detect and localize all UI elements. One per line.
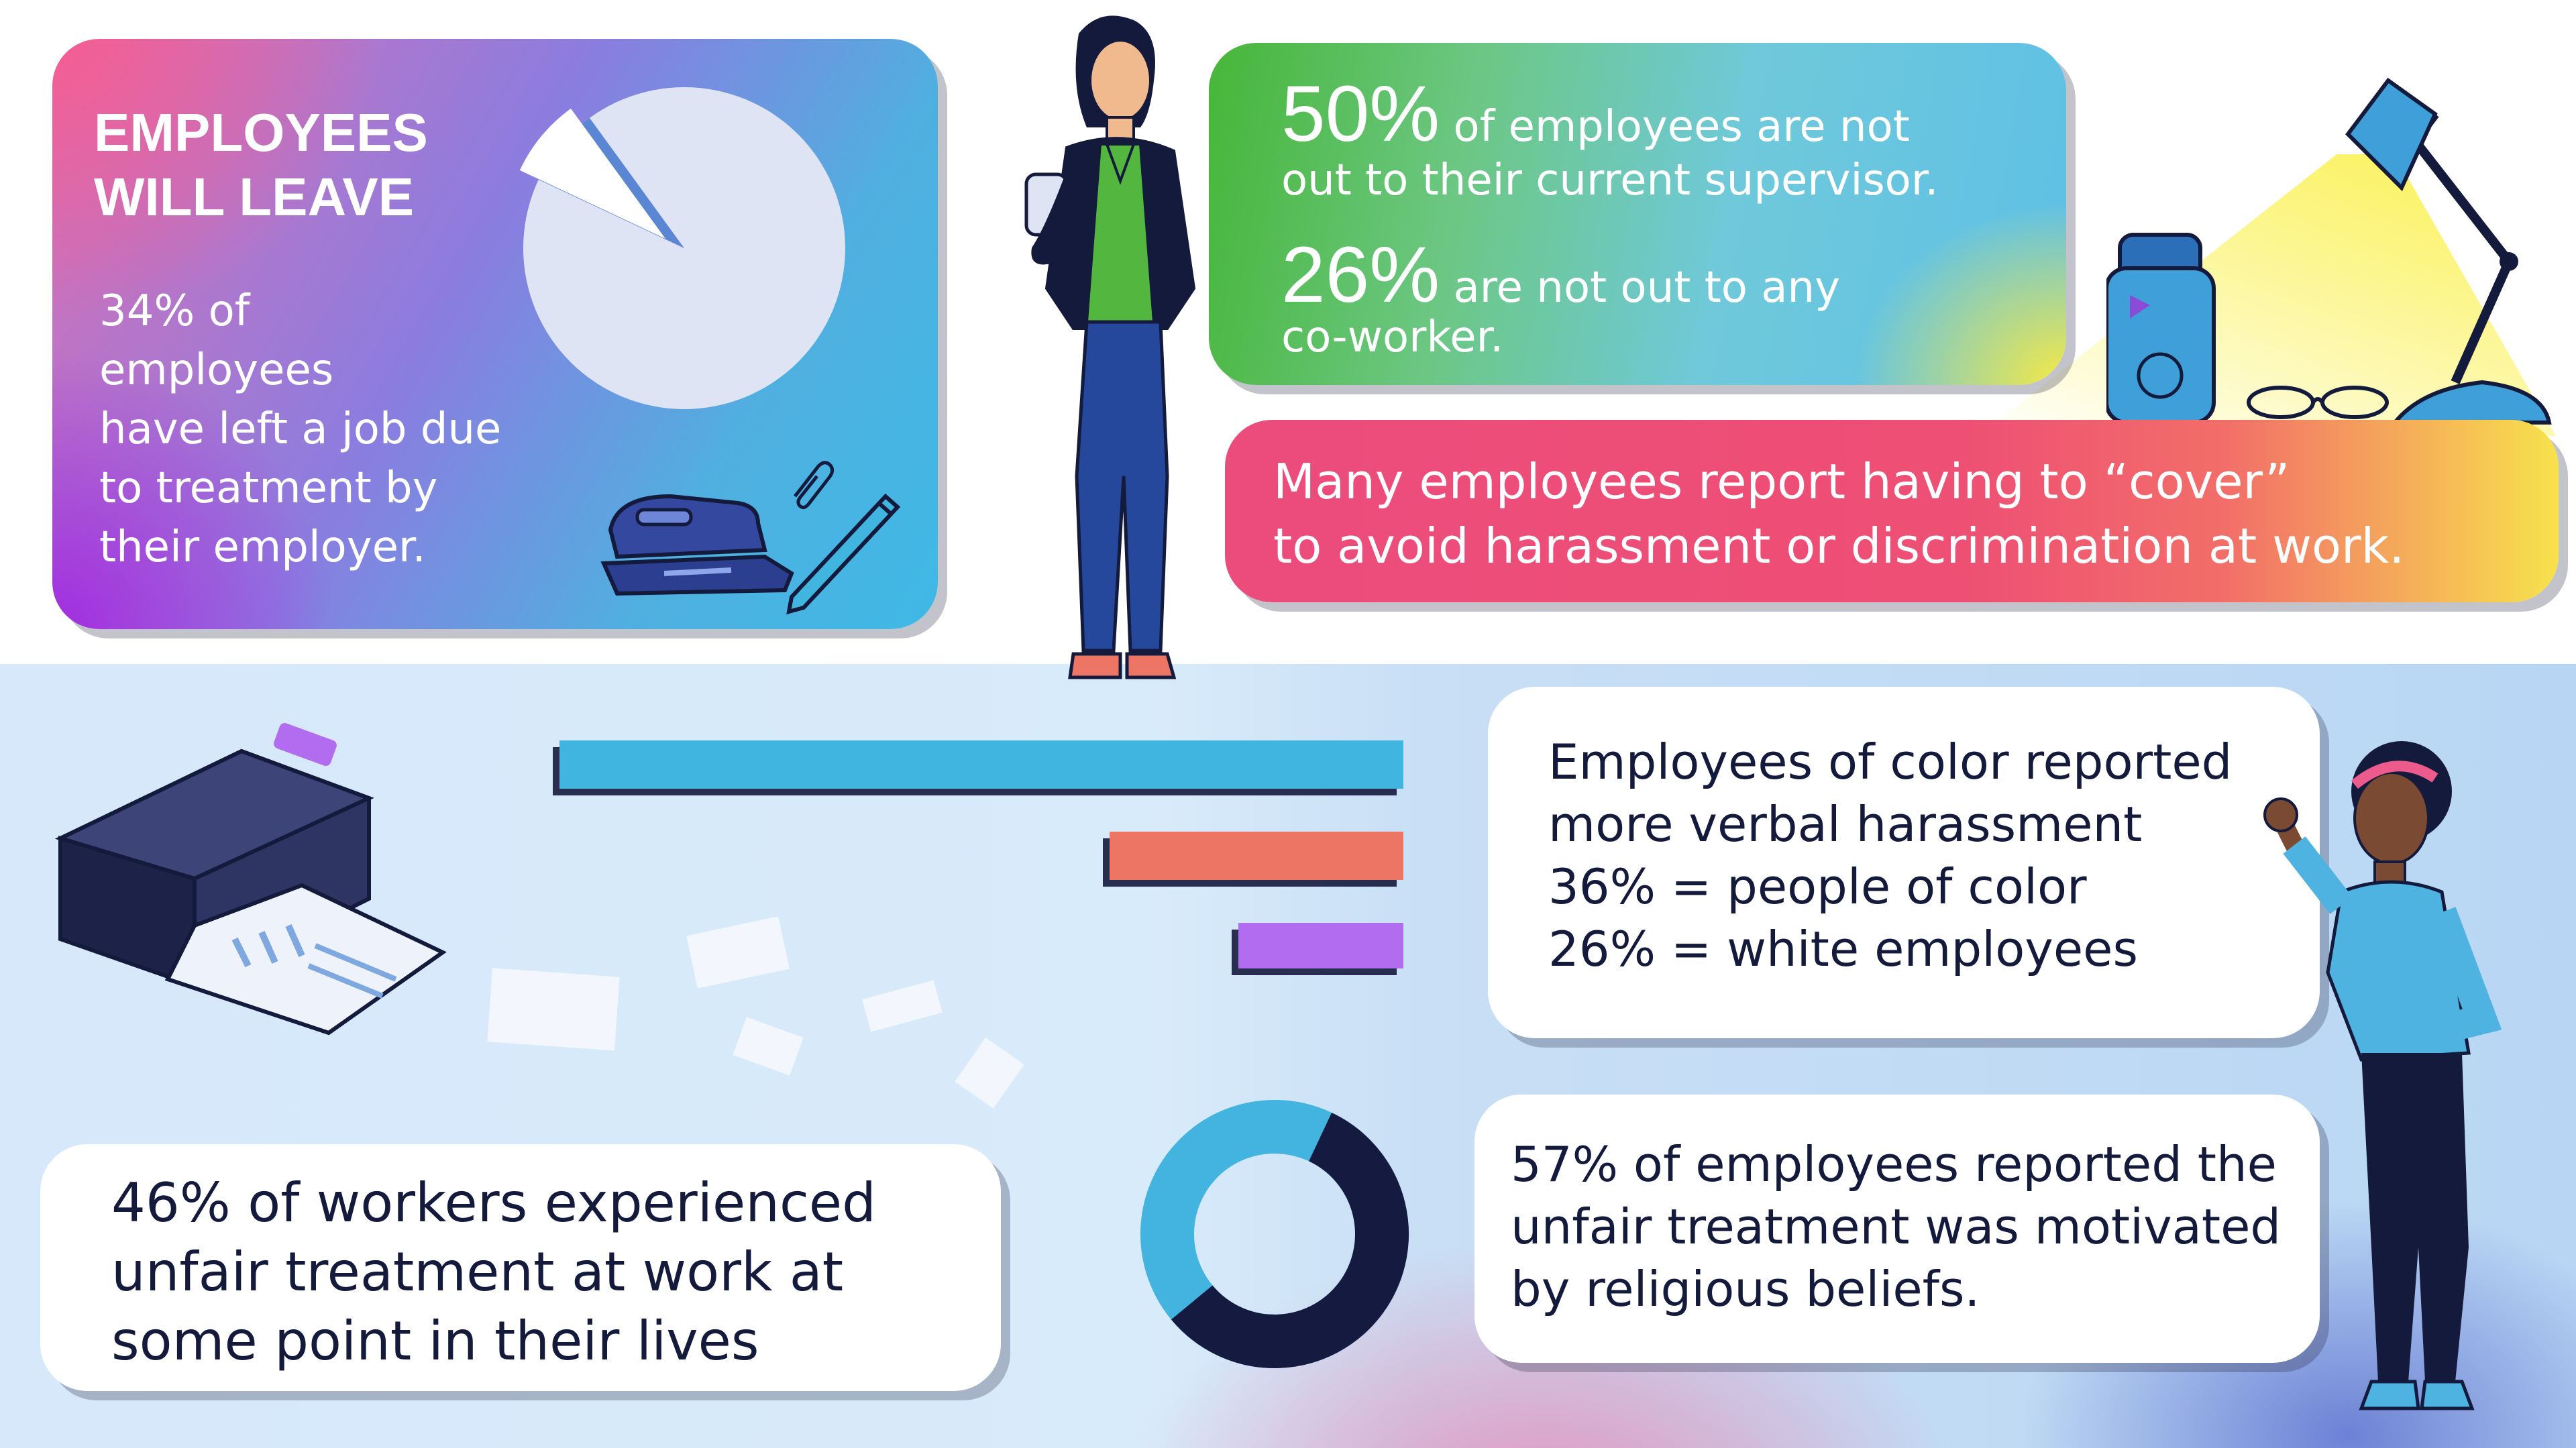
desk-lamp-icon — [2345, 77, 2552, 425]
desk-items — [2106, 77, 2552, 425]
glasses-icon — [2247, 386, 2389, 419]
water-bottle-icon — [2106, 233, 2216, 425]
coworker-text-a: are not out to any — [1440, 263, 1840, 313]
supervisor-stat-line1: 50% of employees are not — [1281, 67, 2086, 184]
paper-sheet — [487, 968, 620, 1051]
pie-chart-icon — [519, 87, 845, 409]
employees-leave-title: EMPLOYEES WILL LEAVE — [94, 103, 428, 227]
supervisor-text-b: out to their current supervisor. — [1281, 156, 1939, 205]
donut-chart-icon — [1140, 1100, 1409, 1368]
coworker-percent: 26% — [1281, 231, 1440, 319]
woman-figure-icon — [1024, 15, 1196, 679]
unfair-treatment-text: 46% of workers experienced unfair treatm… — [111, 1172, 876, 1372]
bar-3 — [1238, 923, 1403, 968]
bar-1 — [559, 740, 1403, 789]
supervisor-text-a: of employees are not — [1440, 102, 1910, 152]
coworker-text-b: co-worker. — [1281, 313, 1504, 362]
donut-value-arc — [1171, 1113, 1409, 1368]
harassment-text: Employees of color reported more verbal … — [1548, 734, 2233, 977]
supervisor-percent: 50% — [1281, 70, 1440, 158]
unfair-treatment-card — [40, 1144, 1001, 1391]
cover-text: Many employees report having to “cover” … — [1273, 453, 2405, 574]
stapler-icon — [600, 461, 901, 615]
religion-text: 57% of employees reported the unfair tre… — [1511, 1136, 2282, 1317]
religion-card — [1474, 1095, 2320, 1363]
harassment-card — [1488, 687, 2320, 1038]
employees-leave-text: 34% of employees have left a job due to … — [99, 286, 502, 572]
pie-chart-slice — [519, 108, 665, 239]
printer-icon — [54, 723, 447, 1036]
woman-waving-icon — [2263, 741, 2502, 1410]
supervisor-card — [1209, 43, 2066, 385]
bar-2 — [1110, 832, 1403, 880]
pen-icon — [786, 493, 901, 615]
coworker-stat-line1: 26% are not out to any — [1281, 228, 2086, 345]
cover-card — [1225, 420, 2559, 602]
paperclip-icon — [794, 461, 835, 510]
